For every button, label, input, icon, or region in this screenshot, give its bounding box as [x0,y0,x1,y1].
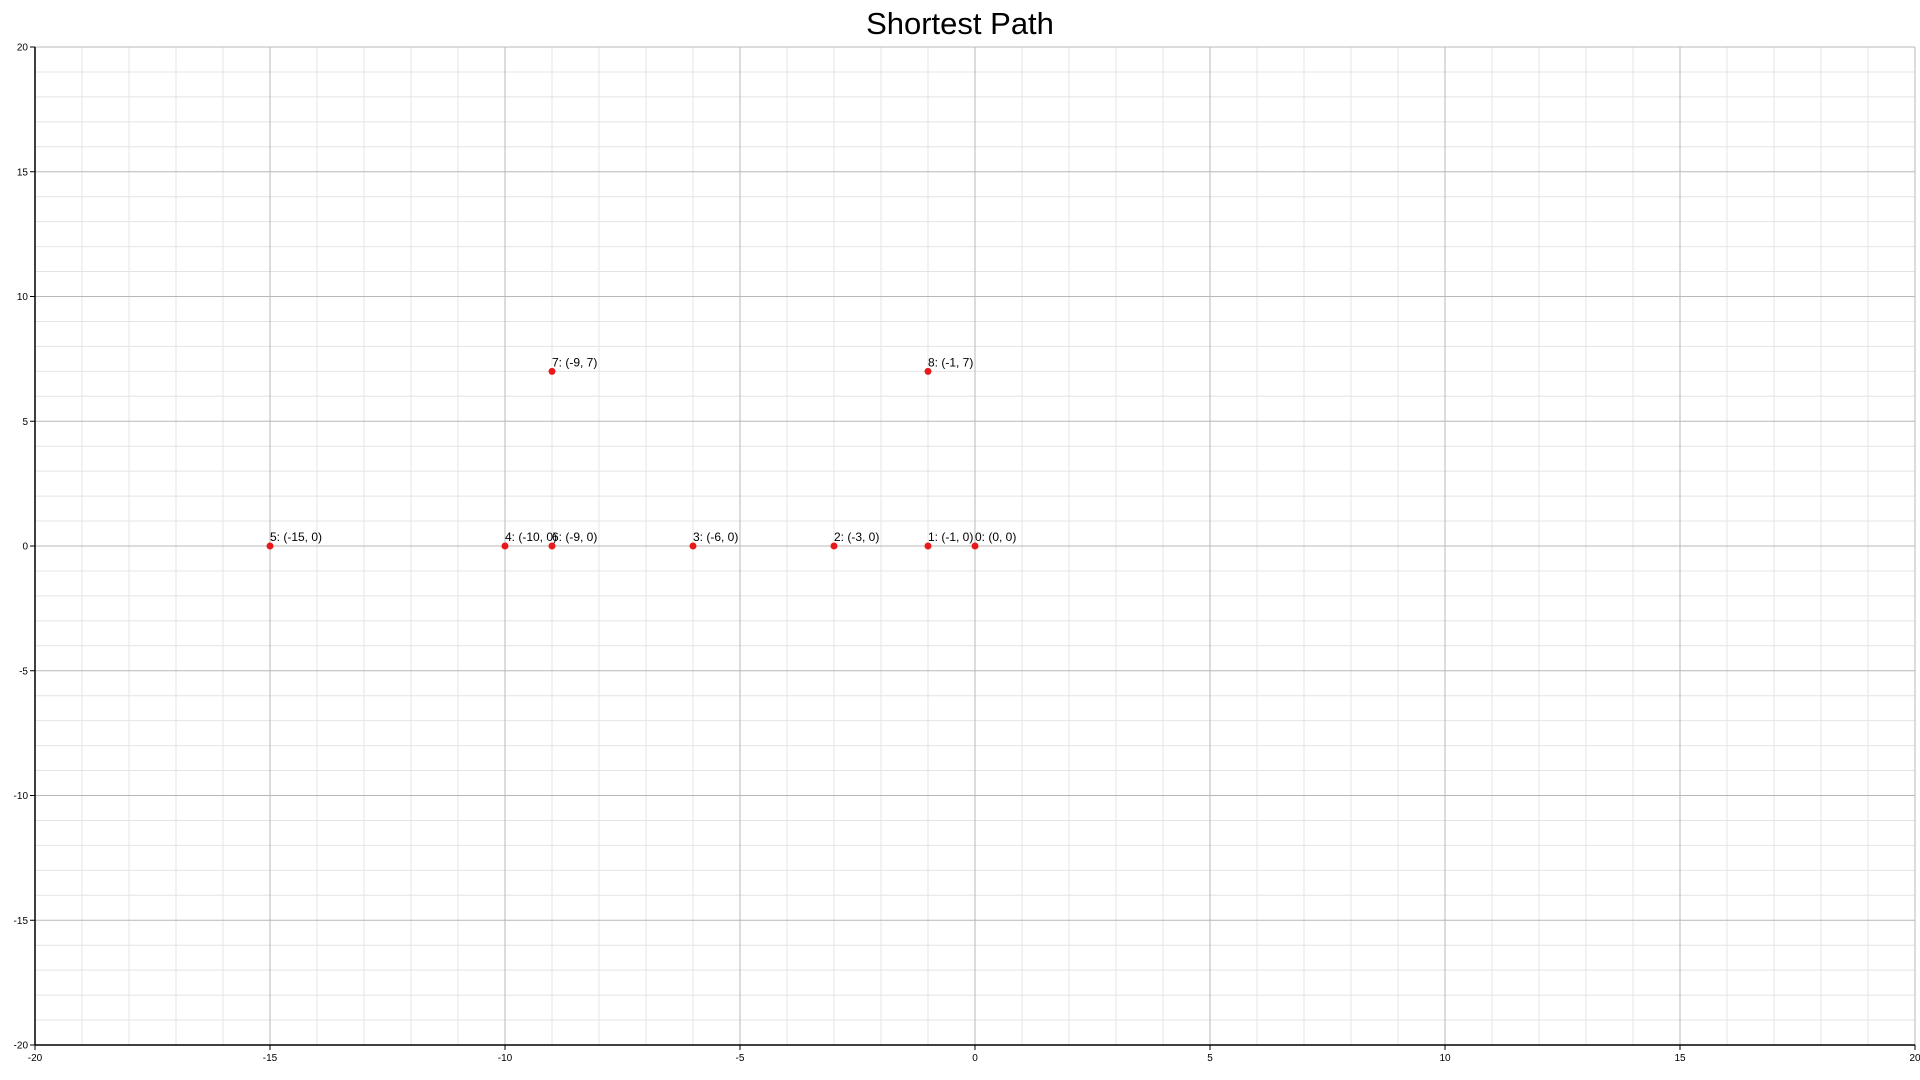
x-axis-ticks: -20 -15 -10 -5 0 5 10 15 20 [28,1045,1920,1064]
chart-title: Shortest Path [866,6,1054,41]
y-tick-label: -20 [14,1041,29,1052]
data-point-3 [689,542,697,550]
y-axis-ticks: -20 -15 -10 -5 0 5 10 15 20 [14,43,35,1052]
x-tick-label: 5 [1207,1053,1213,1064]
x-tick-label: -5 [736,1053,745,1064]
y-tick-label: 10 [17,292,29,303]
data-point-0 [971,542,979,550]
data-point-label-1: 1: (-1, 0) [928,530,973,544]
data-point-8 [924,367,932,375]
x-tick-label: 15 [1674,1053,1686,1064]
data-point-7 [548,367,556,375]
y-tick-label: -10 [14,791,29,802]
x-tick-label: 0 [972,1053,978,1064]
x-tick-label: 10 [1439,1053,1451,1064]
data-point-4 [501,542,509,550]
y-tick-label: 20 [17,43,29,54]
data-point-1 [924,542,932,550]
data-point-5 [266,542,274,550]
y-tick-label: 5 [22,417,28,428]
data-points [266,367,979,550]
y-tick-label: -5 [19,666,28,677]
x-tick-label: -15 [263,1053,278,1064]
data-point-label-0: 0: (0, 0) [975,530,1016,544]
data-point-label-3: 3: (-6, 0) [693,530,738,544]
data-point-2 [830,542,838,550]
point-labels: 0: (0, 0)1: (-1, 0) 2: (-3, 0) 3: (-6, 0) 4… [270,355,1016,544]
data-point-label-8: 8: (-1, 7) [928,355,973,369]
y-tick-label: 0 [22,542,28,553]
data-point-label-7: 7: (-9, 7) [552,355,597,369]
data-point-label-4: 4: (-10, 0) [505,530,557,544]
x-tick-label: -10 [498,1053,513,1064]
y-tick-label: 15 [17,167,29,178]
x-tick-label: 20 [1909,1053,1920,1064]
data-point-label-6: 6: (-9, 0) [552,530,597,544]
data-point-6 [548,542,556,550]
data-point-label-5: 5: (-15, 0) [270,530,322,544]
y-tick-label: -15 [14,916,29,927]
x-tick-label: -20 [28,1053,43,1064]
data-point-label-2: 2: (-3, 0) [834,530,879,544]
